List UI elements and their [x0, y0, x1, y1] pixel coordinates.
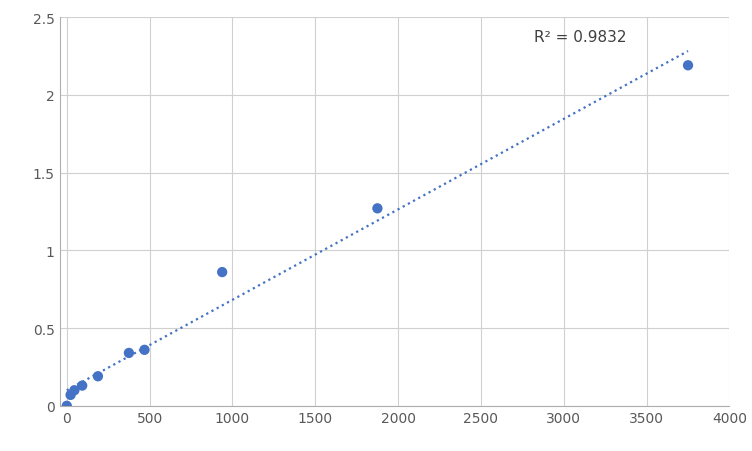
Point — [216, 269, 228, 276]
Point — [92, 373, 104, 380]
Point — [61, 402, 73, 410]
Point — [76, 382, 88, 389]
Text: R² = 0.9832: R² = 0.9832 — [534, 29, 626, 44]
Point — [371, 205, 384, 212]
Point — [68, 387, 80, 394]
Point — [123, 350, 135, 357]
Point — [65, 391, 77, 399]
Point — [682, 63, 694, 70]
Point — [138, 346, 150, 354]
